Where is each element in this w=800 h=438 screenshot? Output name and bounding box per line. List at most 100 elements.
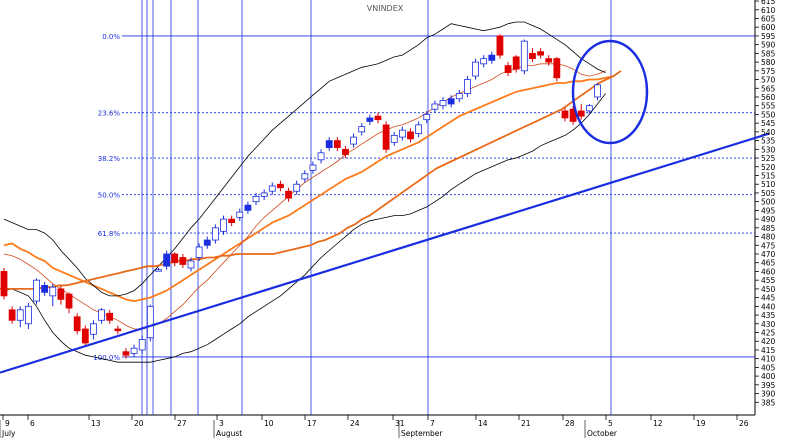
y-tick-label: 385 bbox=[761, 398, 776, 407]
y-tick-label: 535 bbox=[761, 137, 776, 146]
trend-line bbox=[0, 132, 770, 374]
candle-58 bbox=[472, 58, 479, 80]
candle-body bbox=[472, 61, 479, 77]
candle-57 bbox=[464, 76, 471, 97]
candle-body bbox=[155, 269, 162, 272]
candle-body bbox=[0, 271, 8, 297]
candle-body bbox=[480, 58, 488, 65]
candle-68 bbox=[553, 56, 561, 82]
ma-trend-line bbox=[0, 70, 622, 290]
y-tick-label: 545 bbox=[761, 119, 776, 128]
candle-body bbox=[374, 115, 382, 121]
y-tick-label: 595 bbox=[761, 32, 776, 41]
y-tick-label: 560 bbox=[761, 93, 776, 102]
candle-41 bbox=[333, 137, 341, 152]
fibonacci-levels: 0.0% 23.6% 38.2% 50.0% 61.8% 100.0% bbox=[93, 33, 755, 362]
candle-17 bbox=[138, 335, 146, 354]
y-tick-label: 455 bbox=[761, 276, 776, 285]
y-tick-label: 500 bbox=[761, 198, 776, 207]
candle-body bbox=[90, 323, 97, 335]
candle-60 bbox=[488, 51, 496, 64]
candle-22 bbox=[179, 253, 187, 268]
x-tick-label: 5 bbox=[608, 419, 613, 428]
candle-45 bbox=[366, 114, 374, 125]
candlesticks bbox=[0, 34, 601, 359]
vertical-cycle-lines bbox=[141, 0, 612, 415]
x-tick-label: 17 bbox=[307, 419, 317, 428]
y-tick-label: 580 bbox=[761, 58, 776, 67]
candle-body bbox=[464, 79, 471, 94]
x-tick-label: 28 bbox=[565, 419, 575, 428]
candle-body bbox=[195, 246, 203, 258]
fib-label-2: 38.2% bbox=[98, 155, 121, 163]
y-tick-label: 520 bbox=[761, 163, 776, 172]
y-tick-label: 605 bbox=[761, 14, 776, 23]
candle-body bbox=[317, 152, 325, 161]
candle-body bbox=[577, 110, 585, 117]
candle-2 bbox=[16, 306, 24, 328]
candle-27 bbox=[220, 215, 227, 235]
candle-33 bbox=[268, 182, 276, 195]
x-tick-label: 31 bbox=[395, 419, 405, 428]
y-tick-label: 440 bbox=[761, 302, 776, 311]
candle-body bbox=[488, 54, 496, 61]
candle-65 bbox=[529, 48, 536, 63]
fib-label-5: 100.0% bbox=[93, 354, 120, 362]
candle-28 bbox=[228, 215, 236, 227]
candle-body bbox=[594, 84, 601, 98]
candle-29 bbox=[236, 208, 244, 221]
candle-body bbox=[106, 312, 114, 321]
y-tick-label: 475 bbox=[761, 241, 776, 250]
band-lower-line bbox=[3, 93, 606, 363]
candle-42 bbox=[342, 145, 349, 159]
candle-23 bbox=[187, 257, 195, 272]
x-tick-label: 7 bbox=[430, 419, 435, 428]
candle-body bbox=[138, 339, 146, 351]
candle-67 bbox=[545, 55, 553, 66]
y-tick-label: 600 bbox=[761, 23, 776, 32]
y-tick-label: 435 bbox=[761, 311, 776, 320]
candle-body bbox=[553, 58, 561, 79]
candle-body bbox=[382, 124, 390, 150]
y-tick-label: 445 bbox=[761, 294, 776, 303]
candle-55 bbox=[447, 95, 455, 108]
candle-9 bbox=[73, 313, 81, 335]
candle-body bbox=[366, 117, 374, 122]
candle-body bbox=[455, 93, 463, 100]
x-tick-label: 12 bbox=[653, 419, 663, 428]
ma-long-line bbox=[3, 75, 614, 303]
candle-12 bbox=[98, 308, 105, 324]
candle-43 bbox=[350, 133, 357, 148]
candle-body bbox=[585, 105, 593, 112]
candle-body bbox=[309, 164, 317, 171]
candle-body bbox=[220, 218, 227, 232]
candle-body bbox=[244, 204, 252, 211]
candle-59 bbox=[480, 55, 488, 68]
y-tick-label: 515 bbox=[761, 171, 776, 180]
y-tick-label: 390 bbox=[761, 390, 776, 399]
candle-body bbox=[301, 173, 309, 180]
candle-body bbox=[98, 309, 105, 321]
candle-32 bbox=[260, 189, 268, 200]
candle-body bbox=[260, 192, 268, 197]
candle-34 bbox=[277, 180, 284, 192]
x-tick-label: 3 bbox=[219, 419, 224, 428]
candle-56 bbox=[455, 90, 463, 103]
candle-body bbox=[33, 279, 40, 302]
candle-body bbox=[496, 35, 504, 56]
x-tick-label: 21 bbox=[521, 419, 531, 428]
candle-body bbox=[537, 51, 544, 56]
candle-body bbox=[252, 196, 260, 203]
candle-body bbox=[431, 103, 439, 110]
y-tick-label: 525 bbox=[761, 154, 776, 163]
candle-body bbox=[520, 40, 528, 72]
y-tick-label: 460 bbox=[761, 267, 776, 276]
candle-body bbox=[325, 140, 333, 148]
x-tick-label: 24 bbox=[350, 419, 360, 428]
candle-body bbox=[504, 65, 512, 73]
month-label: July bbox=[1, 429, 16, 438]
y-tick-label: 550 bbox=[761, 110, 776, 119]
candle-body bbox=[277, 183, 284, 189]
candle-50 bbox=[407, 128, 414, 143]
candle-body bbox=[447, 98, 455, 105]
